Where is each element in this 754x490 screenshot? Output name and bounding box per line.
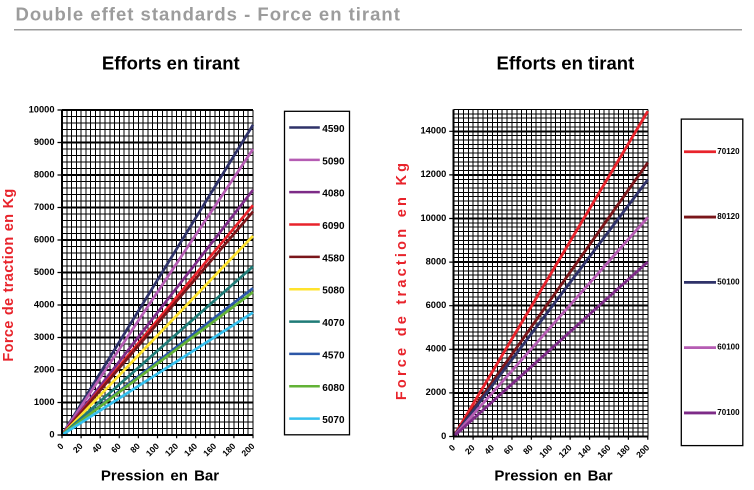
svg-text:14000: 14000 — [420, 126, 446, 136]
svg-text:200: 200 — [239, 441, 256, 458]
svg-text:5090: 5090 — [322, 156, 345, 167]
svg-text:20: 20 — [71, 441, 85, 455]
svg-text:70100: 70100 — [717, 408, 740, 417]
svg-text:5070: 5070 — [322, 415, 345, 426]
svg-text:80120: 80120 — [717, 212, 740, 221]
svg-text:50100: 50100 — [717, 277, 740, 286]
svg-text:2000: 2000 — [34, 364, 55, 374]
svg-text:Force de traction en Kg: Force de traction en Kg — [394, 160, 410, 400]
svg-text:200: 200 — [634, 442, 651, 459]
svg-text:140: 140 — [576, 442, 593, 459]
svg-text:3000: 3000 — [34, 332, 55, 342]
svg-text:60: 60 — [109, 441, 123, 455]
svg-text:1000: 1000 — [34, 397, 55, 407]
svg-text:60100: 60100 — [717, 343, 740, 352]
svg-text:120: 120 — [556, 442, 573, 459]
svg-text:10000: 10000 — [29, 104, 55, 114]
svg-text:10000: 10000 — [420, 213, 446, 223]
svg-text:Efforts en tirant: Efforts en tirant — [497, 53, 635, 74]
svg-text:8000: 8000 — [34, 169, 55, 179]
svg-text:160: 160 — [595, 442, 612, 459]
svg-text:5080: 5080 — [322, 286, 345, 297]
svg-text:6080: 6080 — [322, 383, 345, 394]
svg-text:20: 20 — [463, 442, 477, 456]
svg-text:Force de traction en Kg: Force de traction en Kg — [1, 188, 17, 361]
svg-text:9000: 9000 — [34, 137, 55, 147]
svg-text:6000: 6000 — [34, 234, 55, 244]
svg-text:40: 40 — [90, 441, 104, 455]
svg-text:0: 0 — [441, 431, 446, 441]
svg-text:0: 0 — [447, 442, 458, 453]
svg-text:70120: 70120 — [717, 147, 740, 156]
svg-text:0: 0 — [49, 429, 54, 439]
svg-text:4570: 4570 — [322, 350, 345, 361]
svg-text:100: 100 — [537, 442, 554, 459]
svg-text:160: 160 — [201, 441, 218, 458]
svg-text:6000: 6000 — [426, 300, 447, 310]
svg-text:12000: 12000 — [420, 169, 446, 179]
svg-text:6090: 6090 — [322, 221, 345, 232]
svg-text:40: 40 — [482, 442, 496, 456]
svg-text:Pression en Bar: Pression en Bar — [494, 468, 612, 485]
svg-text:4070: 4070 — [322, 318, 345, 329]
svg-text:8000: 8000 — [426, 256, 447, 266]
svg-text:80: 80 — [521, 442, 535, 456]
svg-text:120: 120 — [163, 441, 180, 458]
svg-text:100: 100 — [144, 441, 161, 458]
svg-text:4000: 4000 — [426, 344, 447, 354]
svg-text:7000: 7000 — [34, 202, 55, 212]
svg-text:180: 180 — [615, 442, 632, 459]
svg-text:180: 180 — [220, 441, 237, 458]
svg-text:4080: 4080 — [322, 189, 345, 200]
svg-text:60: 60 — [502, 442, 516, 456]
svg-text:80: 80 — [128, 441, 142, 455]
svg-text:4580: 4580 — [322, 253, 345, 264]
svg-text:2000: 2000 — [426, 387, 447, 397]
svg-text:Double effet standards - Force: Double effet standards - Force en tirant — [16, 4, 401, 25]
svg-text:4000: 4000 — [34, 299, 55, 309]
svg-text:4590: 4590 — [322, 124, 345, 135]
svg-text:0: 0 — [55, 441, 66, 452]
svg-text:Pression en Bar: Pression en Bar — [101, 468, 219, 485]
svg-text:Efforts en tirant: Efforts en tirant — [102, 53, 240, 74]
svg-text:140: 140 — [182, 441, 199, 458]
svg-text:5000: 5000 — [34, 267, 55, 277]
